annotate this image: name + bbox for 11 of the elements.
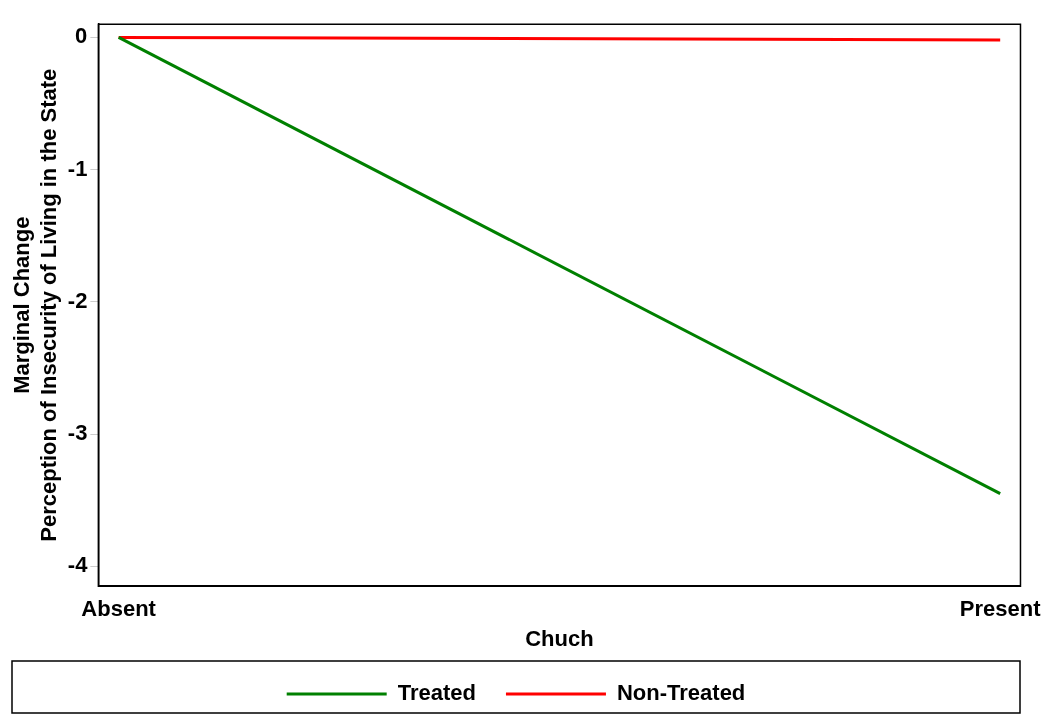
x-tick-label: Present	[959, 596, 1042, 622]
y-axis-title: Marginal Change Perception of Insecurity of Living in the State	[9, 68, 61, 542]
legend-label: Treated	[397, 680, 476, 706]
y-tick-label: -2	[67, 287, 88, 313]
y-tick-label: 0	[75, 23, 88, 49]
legend-label: Non-Treated	[616, 680, 746, 706]
x-axis-title: Chuch	[525, 625, 594, 651]
y-tick-label: -1	[67, 155, 88, 181]
y-tick-label: -3	[67, 420, 88, 446]
y-tick-label: -4	[67, 552, 89, 578]
x-tick-label: Absent	[81, 596, 157, 622]
